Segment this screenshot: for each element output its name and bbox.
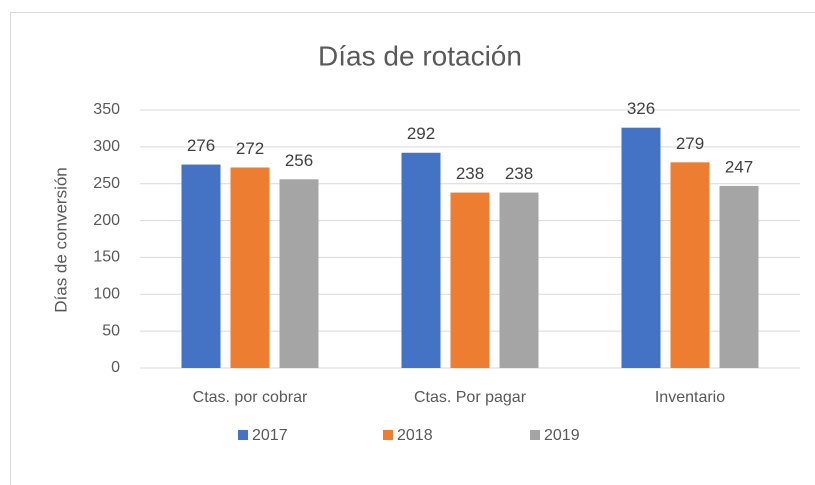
data-label: 238 [505, 164, 533, 183]
bar [621, 127, 661, 368]
data-label: 247 [725, 157, 753, 176]
y-tick-label: 250 [93, 175, 120, 192]
y-tick-label: 300 [93, 138, 120, 155]
y-tick-label: 100 [93, 286, 120, 303]
bar [450, 192, 490, 368]
x-tick-label: Inventario [655, 389, 725, 406]
bar [181, 164, 221, 368]
bar [670, 162, 710, 368]
data-label: 292 [407, 124, 435, 143]
legend-swatch [383, 430, 393, 440]
legend-swatch [238, 430, 248, 440]
data-label: 279 [676, 134, 704, 153]
legend-label: 2019 [544, 427, 580, 444]
x-tick-label: Ctas. por cobrar [193, 389, 308, 406]
legend-label: 2018 [397, 427, 433, 444]
data-label: 326 [627, 99, 655, 118]
y-tick-label: 200 [93, 212, 120, 229]
bar [719, 185, 759, 368]
chart-title: Días de rotación [318, 40, 522, 71]
y-axis-label: Días de conversión [51, 167, 70, 313]
legend-swatch [530, 430, 540, 440]
x-tick-label: Ctas. Por pagar [414, 389, 527, 406]
y-tick-label: 0 [111, 359, 120, 376]
data-label: 276 [187, 136, 215, 155]
bar [401, 152, 441, 368]
legend-label: 2017 [252, 427, 288, 444]
data-label: 238 [456, 164, 484, 183]
data-label: 272 [236, 139, 264, 158]
data-label: 256 [285, 151, 313, 170]
bar [499, 192, 539, 368]
y-tick-label: 350 [93, 101, 120, 118]
y-tick-label: 150 [93, 249, 120, 266]
y-tick-label: 50 [102, 322, 120, 339]
bar [279, 179, 319, 368]
bar [230, 167, 270, 368]
